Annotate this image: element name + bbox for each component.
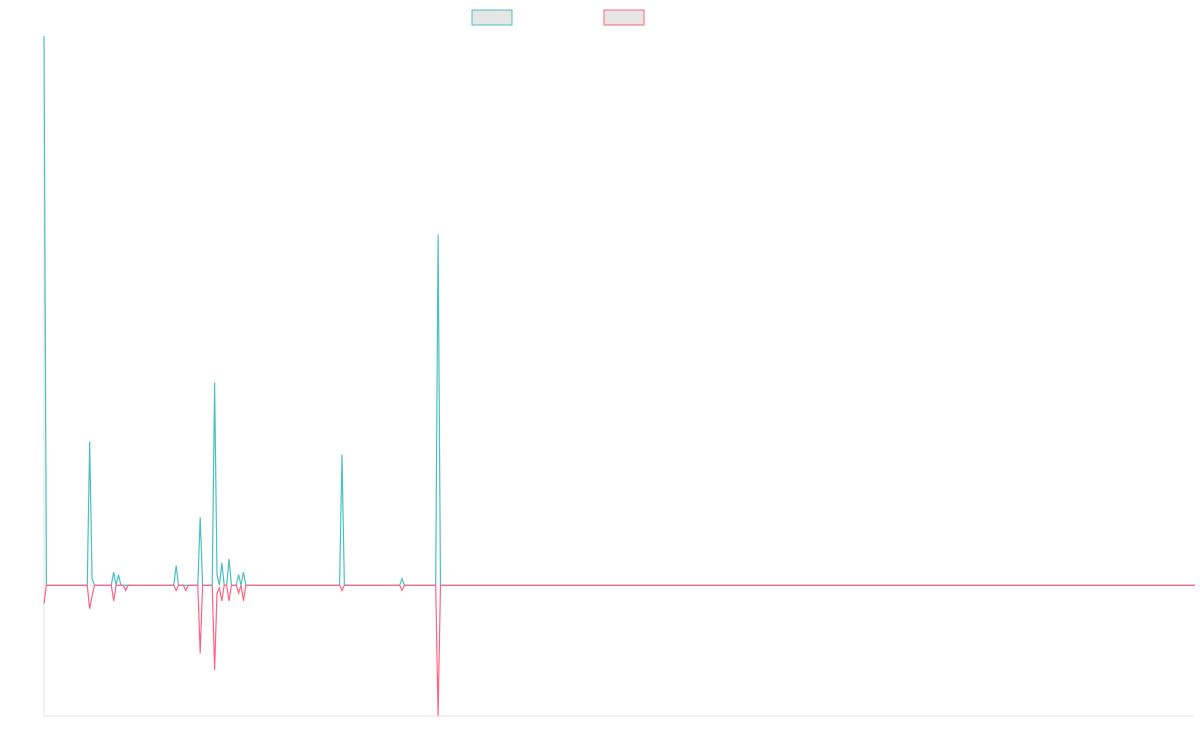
legend-swatch-1[interactable]: [471, 9, 513, 26]
series-line-2: [43, 584, 1195, 717]
legend[interactable]: [471, 9, 645, 26]
series-line-1: [43, 35, 1195, 586]
legend-swatch-2[interactable]: [603, 9, 645, 26]
series-group: [43, 35, 1195, 717]
